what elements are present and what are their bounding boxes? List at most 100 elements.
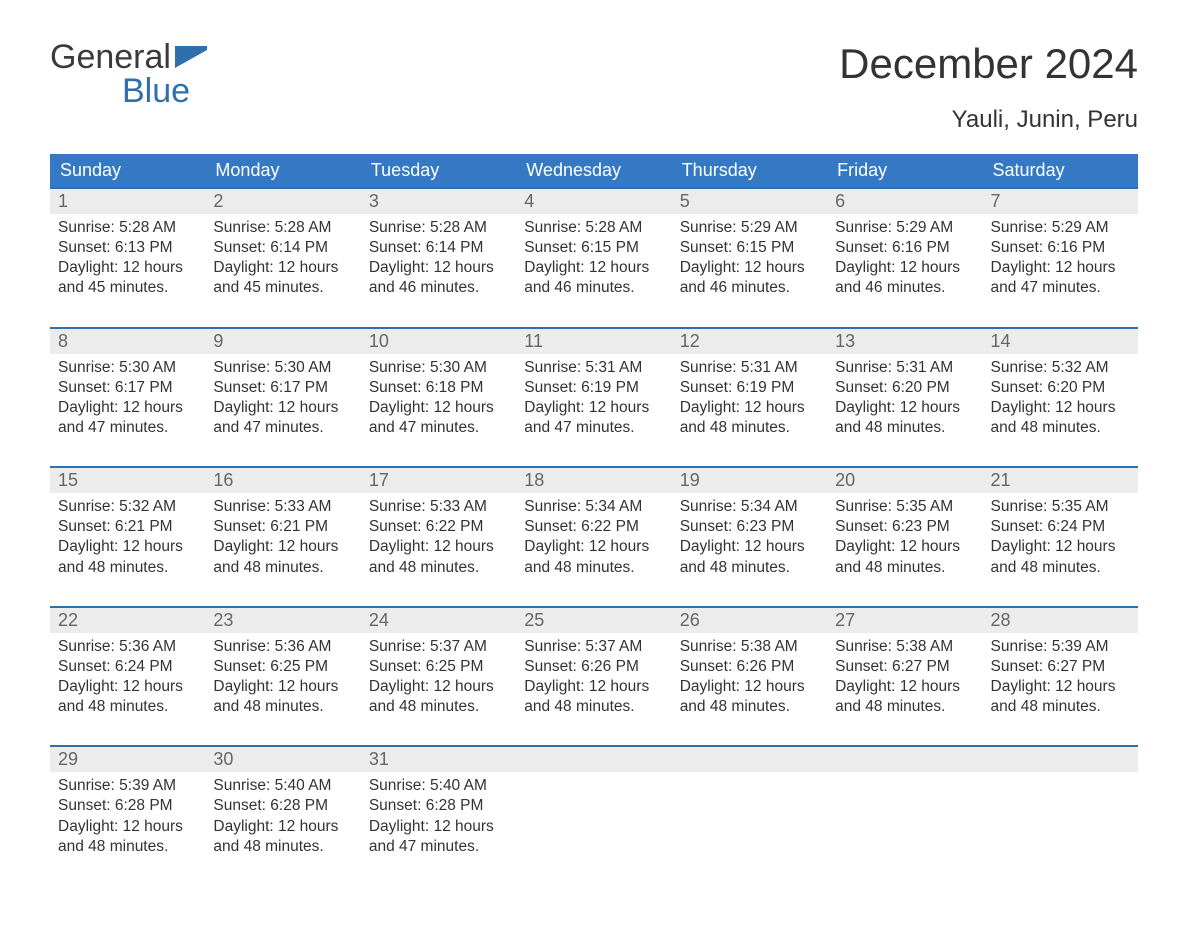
day-number: 15 bbox=[50, 468, 205, 493]
daylight-line: Daylight: 12 hours and 47 minutes. bbox=[369, 398, 508, 438]
dayname-saturday: Saturday bbox=[983, 154, 1138, 188]
day-number: 31 bbox=[361, 747, 516, 772]
day-number: 27 bbox=[827, 608, 982, 633]
day-cell: 3Sunrise: 5:28 AMSunset: 6:14 PMDaylight… bbox=[361, 188, 516, 328]
sunrise-line: Sunrise: 5:37 AM bbox=[369, 637, 508, 657]
day-number: 26 bbox=[672, 608, 827, 633]
day-body: Sunrise: 5:31 AMSunset: 6:19 PMDaylight:… bbox=[516, 354, 671, 467]
day-body: Sunrise: 5:34 AMSunset: 6:22 PMDaylight:… bbox=[516, 493, 671, 606]
day-body: Sunrise: 5:29 AMSunset: 6:15 PMDaylight:… bbox=[672, 214, 827, 327]
sunset-line: Sunset: 6:24 PM bbox=[58, 657, 197, 677]
sunrise-line: Sunrise: 5:29 AM bbox=[680, 218, 819, 238]
day-number: 10 bbox=[361, 329, 516, 354]
day-cell bbox=[672, 746, 827, 885]
sunrise-line: Sunrise: 5:29 AM bbox=[991, 218, 1130, 238]
daylight-line: Daylight: 12 hours and 48 minutes. bbox=[680, 677, 819, 717]
day-number: 13 bbox=[827, 329, 982, 354]
daylight-line: Daylight: 12 hours and 48 minutes. bbox=[835, 537, 974, 577]
daylight-line: Daylight: 12 hours and 48 minutes. bbox=[991, 398, 1130, 438]
day-cell bbox=[983, 746, 1138, 885]
day-body: Sunrise: 5:33 AMSunset: 6:22 PMDaylight:… bbox=[361, 493, 516, 606]
sunrise-line: Sunrise: 5:39 AM bbox=[991, 637, 1130, 657]
day-number: 30 bbox=[205, 747, 360, 772]
day-cell: 7Sunrise: 5:29 AMSunset: 6:16 PMDaylight… bbox=[983, 188, 1138, 328]
day-cell: 5Sunrise: 5:29 AMSunset: 6:15 PMDaylight… bbox=[672, 188, 827, 328]
day-body: Sunrise: 5:28 AMSunset: 6:13 PMDaylight:… bbox=[50, 214, 205, 327]
day-number: 14 bbox=[983, 329, 1138, 354]
sunrise-line: Sunrise: 5:36 AM bbox=[58, 637, 197, 657]
sunrise-line: Sunrise: 5:32 AM bbox=[991, 358, 1130, 378]
week-row: 15Sunrise: 5:32 AMSunset: 6:21 PMDayligh… bbox=[50, 467, 1138, 607]
week-row: 22Sunrise: 5:36 AMSunset: 6:24 PMDayligh… bbox=[50, 607, 1138, 747]
sunset-line: Sunset: 6:19 PM bbox=[524, 378, 663, 398]
day-number: 25 bbox=[516, 608, 671, 633]
day-number: 21 bbox=[983, 468, 1138, 493]
day-number: 16 bbox=[205, 468, 360, 493]
day-number: 4 bbox=[516, 189, 671, 214]
daylight-line: Daylight: 12 hours and 45 minutes. bbox=[58, 258, 197, 298]
sunset-line: Sunset: 6:16 PM bbox=[991, 238, 1130, 258]
day-body: Sunrise: 5:39 AMSunset: 6:28 PMDaylight:… bbox=[50, 772, 205, 885]
sunrise-line: Sunrise: 5:31 AM bbox=[680, 358, 819, 378]
day-number-empty bbox=[827, 747, 982, 772]
day-cell: 4Sunrise: 5:28 AMSunset: 6:15 PMDaylight… bbox=[516, 188, 671, 328]
day-body: Sunrise: 5:34 AMSunset: 6:23 PMDaylight:… bbox=[672, 493, 827, 606]
sunrise-line: Sunrise: 5:40 AM bbox=[213, 776, 352, 796]
day-body: Sunrise: 5:33 AMSunset: 6:21 PMDaylight:… bbox=[205, 493, 360, 606]
logo-text-top: General bbox=[50, 40, 171, 74]
dayname-tuesday: Tuesday bbox=[361, 154, 516, 188]
day-number: 6 bbox=[827, 189, 982, 214]
daylight-line: Daylight: 12 hours and 48 minutes. bbox=[524, 677, 663, 717]
day-number: 7 bbox=[983, 189, 1138, 214]
day-cell: 31Sunrise: 5:40 AMSunset: 6:28 PMDayligh… bbox=[361, 746, 516, 885]
sunset-line: Sunset: 6:27 PM bbox=[991, 657, 1130, 677]
day-cell: 17Sunrise: 5:33 AMSunset: 6:22 PMDayligh… bbox=[361, 467, 516, 607]
daylight-line: Daylight: 12 hours and 48 minutes. bbox=[369, 537, 508, 577]
dayname-monday: Monday bbox=[205, 154, 360, 188]
daylight-line: Daylight: 12 hours and 47 minutes. bbox=[524, 398, 663, 438]
sunrise-line: Sunrise: 5:38 AM bbox=[835, 637, 974, 657]
daylight-line: Daylight: 12 hours and 48 minutes. bbox=[213, 677, 352, 717]
day-cell: 27Sunrise: 5:38 AMSunset: 6:27 PMDayligh… bbox=[827, 607, 982, 747]
day-body: Sunrise: 5:40 AMSunset: 6:28 PMDaylight:… bbox=[205, 772, 360, 885]
daylight-line: Daylight: 12 hours and 48 minutes. bbox=[680, 537, 819, 577]
sunrise-line: Sunrise: 5:28 AM bbox=[213, 218, 352, 238]
title-block: December 2024 Yauli, Junin, Peru bbox=[839, 40, 1138, 134]
day-cell: 1Sunrise: 5:28 AMSunset: 6:13 PMDaylight… bbox=[50, 188, 205, 328]
daylight-line: Daylight: 12 hours and 48 minutes. bbox=[524, 537, 663, 577]
day-cell: 28 Sunrise: 5:39 AMSunset: 6:27 PMDayligh… bbox=[983, 607, 1138, 747]
day-body: Sunrise: 5:30 AMSunset: 6:17 PMDaylight:… bbox=[205, 354, 360, 467]
page-title: December 2024 bbox=[839, 40, 1138, 88]
sunset-line: Sunset: 6:17 PM bbox=[58, 378, 197, 398]
sunrise-line: Sunrise: 5:31 AM bbox=[524, 358, 663, 378]
sunset-line: Sunset: 6:14 PM bbox=[369, 238, 508, 258]
sunset-line: Sunset: 6:14 PM bbox=[213, 238, 352, 258]
day-cell: 8Sunrise: 5:30 AMSunset: 6:17 PMDaylight… bbox=[50, 328, 205, 468]
day-body: Sunrise: 5:28 AMSunset: 6:14 PMDaylight:… bbox=[361, 214, 516, 327]
sunset-line: Sunset: 6:15 PM bbox=[680, 238, 819, 258]
sunrise-line: Sunrise: 5:29 AM bbox=[835, 218, 974, 238]
day-cell: 13Sunrise: 5:31 AMSunset: 6:20 PMDayligh… bbox=[827, 328, 982, 468]
day-number: 19 bbox=[672, 468, 827, 493]
day-number: 2 bbox=[205, 189, 360, 214]
week-row: 29Sunrise: 5:39 AMSunset: 6:28 PMDayligh… bbox=[50, 746, 1138, 885]
sunset-line: Sunset: 6:21 PM bbox=[58, 517, 197, 537]
daylight-line: Daylight: 12 hours and 45 minutes. bbox=[213, 258, 352, 298]
daylight-line: Daylight: 12 hours and 48 minutes. bbox=[991, 677, 1130, 717]
sunrise-line: Sunrise: 5:36 AM bbox=[213, 637, 352, 657]
day-body: Sunrise: 5:31 AMSunset: 6:19 PMDaylight:… bbox=[672, 354, 827, 467]
day-number-empty bbox=[516, 747, 671, 772]
day-number-empty bbox=[672, 747, 827, 772]
day-cell: 16Sunrise: 5:33 AMSunset: 6:21 PMDayligh… bbox=[205, 467, 360, 607]
sunrise-line: Sunrise: 5:30 AM bbox=[58, 358, 197, 378]
day-number: 28 bbox=[983, 608, 1138, 633]
daylight-line: Daylight: 12 hours and 48 minutes. bbox=[991, 537, 1130, 577]
day-body: Sunrise: 5:30 AMSunset: 6:17 PMDaylight:… bbox=[50, 354, 205, 467]
sunset-line: Sunset: 6:26 PM bbox=[680, 657, 819, 677]
day-number: 5 bbox=[672, 189, 827, 214]
day-cell: 20Sunrise: 5:35 AMSunset: 6:23 PMDayligh… bbox=[827, 467, 982, 607]
day-cell: 12Sunrise: 5:31 AMSunset: 6:19 PMDayligh… bbox=[672, 328, 827, 468]
day-body: Sunrise: 5:40 AMSunset: 6:28 PMDaylight:… bbox=[361, 772, 516, 885]
sunrise-line: Sunrise: 5:38 AM bbox=[680, 637, 819, 657]
week-row: 1Sunrise: 5:28 AMSunset: 6:13 PMDaylight… bbox=[50, 188, 1138, 328]
